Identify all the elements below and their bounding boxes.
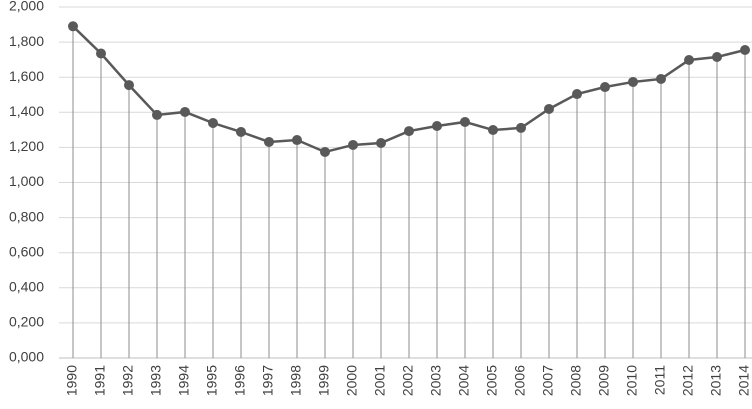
y-tick-label: 1,400 <box>9 103 44 119</box>
data-point <box>208 118 218 129</box>
data-point <box>544 103 554 114</box>
data-point <box>656 73 666 84</box>
data-point <box>712 52 722 63</box>
data-point <box>376 138 386 149</box>
y-tick-label: 1,600 <box>9 68 44 84</box>
x-tick-label: 2013 <box>708 365 724 396</box>
x-tick-label: 2010 <box>624 365 640 396</box>
data-point <box>152 109 162 120</box>
y-tick-label: 0,400 <box>9 279 44 295</box>
y-tick-label: 0,200 <box>9 314 44 330</box>
data-point <box>572 89 582 100</box>
x-tick-label: 1996 <box>232 365 248 396</box>
x-tick-label: 2004 <box>456 365 472 396</box>
x-tick-label: 1994 <box>176 365 192 396</box>
y-tick-label: 1,000 <box>9 173 44 189</box>
x-tick-label: 2006 <box>512 365 528 396</box>
x-tick-label: 1997 <box>260 365 276 396</box>
x-tick-label: 1991 <box>92 365 108 396</box>
y-tick-label: 1,200 <box>9 138 44 154</box>
data-point <box>432 120 442 131</box>
data-point <box>348 139 358 150</box>
data-point <box>264 136 274 147</box>
data-point <box>404 126 414 137</box>
x-tick-label: 1999 <box>316 365 332 396</box>
x-tick-label: 1998 <box>288 365 304 396</box>
data-point <box>628 76 638 87</box>
y-tick-label: 0,600 <box>9 243 44 259</box>
data-point <box>96 48 106 59</box>
data-point <box>740 44 750 55</box>
x-tick-label: 2014 <box>736 365 752 396</box>
data-point <box>600 82 610 93</box>
data-point <box>460 116 470 127</box>
data-point <box>320 146 330 157</box>
data-point <box>488 125 498 136</box>
x-tick-label: 1992 <box>120 365 136 396</box>
x-tick-label: 2003 <box>428 365 444 396</box>
x-tick-label: 2012 <box>680 365 696 396</box>
data-point <box>180 106 190 117</box>
x-tick-label: 2007 <box>540 365 556 396</box>
y-tick-label: 0,000 <box>9 349 44 365</box>
y-tick-label: 2,000 <box>9 0 44 14</box>
data-point <box>292 135 302 146</box>
data-point <box>68 21 78 32</box>
x-tick-label: 2001 <box>372 365 388 396</box>
data-point <box>124 80 134 91</box>
x-tick-label: 2005 <box>484 365 500 396</box>
x-tick-label: 2000 <box>344 365 360 396</box>
x-tick-label: 1993 <box>148 365 164 396</box>
x-tick-label: 2008 <box>568 365 584 396</box>
y-tick-label: 0,800 <box>9 208 44 224</box>
x-tick-label: 1990 <box>64 365 80 396</box>
x-tick-label: 2011 <box>652 365 668 395</box>
x-tick-label: 2002 <box>400 365 416 396</box>
data-point <box>236 126 246 137</box>
data-point <box>516 122 526 133</box>
x-tick-label: 2009 <box>596 365 612 396</box>
x-tick-label: 1995 <box>204 365 220 396</box>
data-point <box>684 55 694 66</box>
y-tick-label: 1,800 <box>9 33 44 49</box>
